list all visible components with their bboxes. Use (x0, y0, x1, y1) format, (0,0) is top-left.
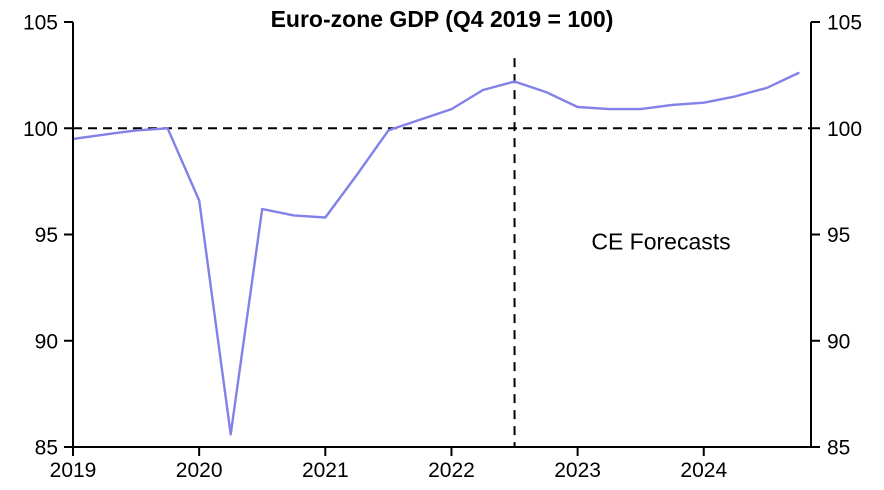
y-axis-tick-label-left: 90 (35, 330, 58, 353)
y-axis-tick-label-left: 85 (35, 437, 58, 460)
x-axis-tick-label: 2019 (50, 459, 97, 482)
x-axis-tick-label: 2020 (176, 459, 223, 482)
y-axis-tick-label-left: 100 (23, 118, 58, 141)
y-axis-tick-label-right: 100 (827, 118, 862, 141)
x-axis-tick-label: 2022 (428, 459, 475, 482)
y-axis-tick-label-left: 95 (35, 224, 58, 247)
x-axis-tick-label: 2021 (302, 459, 349, 482)
y-axis-tick-label-right: 90 (827, 330, 850, 353)
x-axis-tick-label: 2024 (680, 459, 727, 482)
y-axis-tick-label-right: 95 (827, 224, 850, 247)
x-axis-tick-label: 2023 (554, 459, 601, 482)
chart-title: Euro-zone GDP (Q4 2019 = 100) (270, 6, 614, 32)
y-axis-tick-label-left: 105 (23, 12, 58, 35)
gdp-series-line (71, 71, 800, 436)
y-axis-tick-label-right: 105 (827, 12, 862, 35)
forecast-annotation: CE Forecasts (591, 228, 731, 255)
y-axis-tick-label-right: 85 (827, 437, 850, 460)
